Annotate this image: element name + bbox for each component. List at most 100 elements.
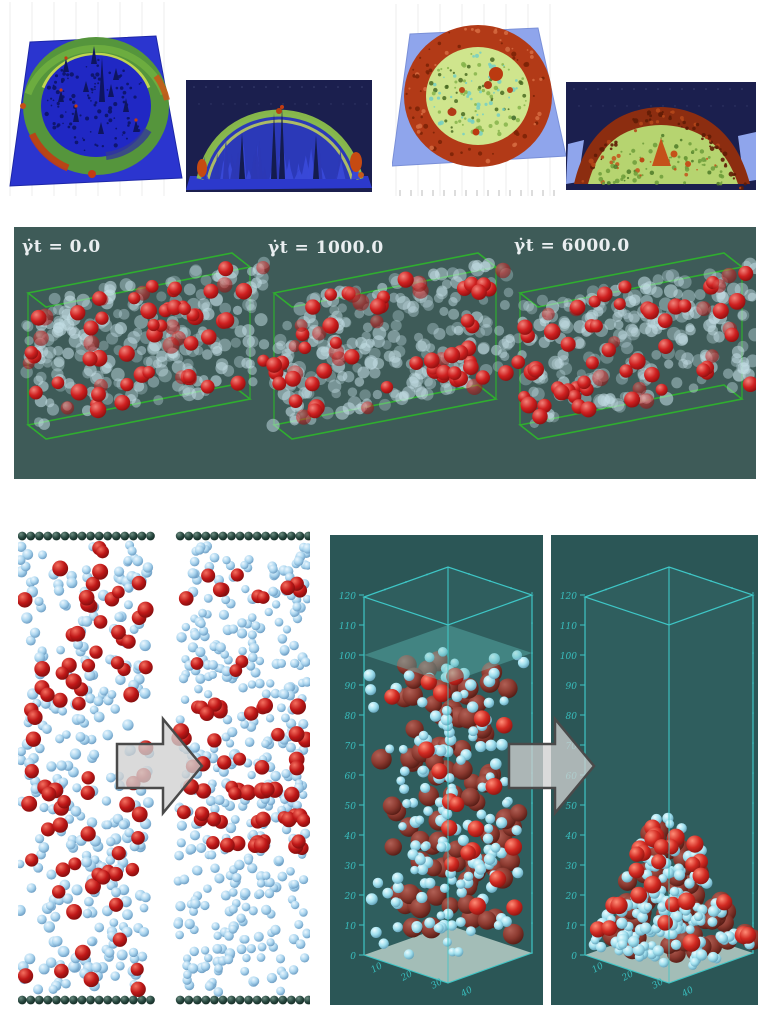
particle: [176, 820, 187, 831]
particle: [195, 673, 206, 684]
shear-time-label-0: γ̇t = 0.0: [22, 237, 101, 257]
particle: [229, 664, 243, 677]
particle: [210, 804, 220, 814]
particle: [189, 742, 201, 753]
particle: [82, 138, 86, 142]
particle: [538, 336, 550, 348]
particle: [198, 103, 200, 105]
particle: [429, 145, 434, 151]
particle: [205, 795, 217, 807]
particle: [460, 845, 476, 861]
wall-bead: [286, 995, 296, 1005]
particle: [724, 327, 739, 342]
z-axis-tick-label: 20: [344, 892, 357, 902]
particle: [294, 319, 308, 332]
particle: [626, 327, 640, 341]
particle: [533, 122, 537, 126]
particle: [86, 937, 96, 947]
particle: [25, 731, 42, 747]
z-axis-tick-label: 10: [566, 922, 578, 932]
particle: [44, 111, 49, 117]
particle: [441, 705, 452, 716]
particle: [398, 391, 409, 401]
particle: [499, 90, 505, 96]
particle: [234, 103, 236, 105]
particle: [752, 862, 754, 864]
particle: [266, 972, 278, 984]
particle: [45, 398, 55, 408]
particle: [670, 156, 673, 159]
particle: [38, 842, 50, 853]
particle: [463, 871, 474, 882]
particle: [476, 105, 481, 110]
particle: [424, 377, 437, 390]
z-axis-tick-label: 80: [566, 712, 578, 722]
z-axis-tick-label: 40: [344, 832, 357, 842]
particle: [18, 746, 27, 757]
particle: [122, 719, 134, 731]
shape: [123, 98, 129, 112]
z-axis-tick-label: 30: [566, 862, 578, 872]
particle: [524, 61, 530, 67]
particle: [142, 562, 154, 573]
particle: [60, 68, 64, 72]
particle: [420, 115, 423, 119]
particle: [395, 335, 407, 346]
particle: [707, 156, 711, 159]
particle: [488, 64, 494, 69]
shape: [313, 135, 319, 179]
particle: [64, 56, 68, 60]
particle: [693, 88, 695, 90]
particle: [365, 684, 377, 696]
particle: [272, 342, 284, 354]
particle: [46, 403, 60, 416]
particle: [688, 383, 699, 393]
particle: [614, 178, 620, 184]
particle: [387, 330, 401, 343]
particle: [689, 573, 691, 575]
particle: [70, 805, 82, 817]
particle: [68, 327, 81, 339]
particle: [82, 137, 84, 139]
particle: [611, 156, 617, 161]
particle: [482, 317, 493, 328]
particle: [624, 391, 641, 408]
particle: [256, 879, 266, 888]
particle: [471, 284, 487, 300]
particle: [261, 689, 271, 699]
particle: [296, 813, 310, 828]
particle: [91, 91, 94, 94]
wall-bead: [261, 995, 271, 1005]
particle: [431, 91, 436, 96]
particle: [716, 291, 729, 304]
particle: [528, 386, 539, 397]
particle: [685, 325, 696, 336]
particle: [380, 380, 394, 394]
wall-bead: [192, 995, 202, 1005]
particle: [514, 79, 518, 82]
particle: [752, 832, 754, 834]
particle: [26, 883, 37, 893]
particle: [204, 981, 215, 991]
particle: [435, 745, 447, 757]
particle: [729, 88, 731, 90]
wall-bead: [128, 531, 138, 541]
particle: [461, 116, 464, 119]
particle: [722, 105, 724, 107]
particle: [369, 298, 386, 315]
particle: [240, 934, 250, 944]
particle: [65, 839, 76, 850]
particle: [526, 303, 538, 315]
particle: [632, 381, 647, 396]
particle: [511, 355, 526, 369]
particle: [493, 920, 504, 931]
particle: [206, 811, 222, 827]
particle: [284, 786, 300, 803]
particle: [200, 379, 215, 394]
particle: [190, 264, 202, 276]
particle: [91, 962, 102, 973]
particle: [424, 877, 436, 889]
z-axis-tick-label: 10: [345, 922, 357, 932]
particle: [270, 770, 281, 782]
particle: [586, 285, 600, 298]
